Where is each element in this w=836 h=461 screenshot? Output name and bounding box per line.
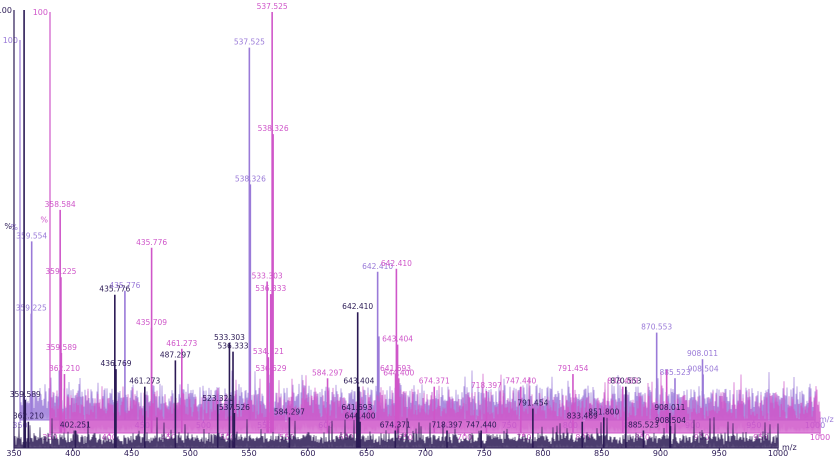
peak-label-front-8: 523.321 [202, 394, 233, 403]
series-front: 100% 359.589 362.210 402.251 435.776 436.769 4… [0, 6, 797, 458]
peak-label-front-21: 833.469 [567, 412, 598, 421]
x-tick-label-middle-1: 400 [102, 433, 117, 442]
peak-label-front-7: 487.297 [160, 350, 191, 359]
peak-label-back-4: 537.525 [234, 38, 265, 47]
peak-label-back-9: 908.011 [687, 349, 718, 358]
peak-label-front-14: 643.404 [343, 377, 374, 386]
peak-label-back-3: 435.776 [109, 281, 140, 290]
x-tick-label-front-6: 650 [359, 449, 374, 458]
peak-label-middle-18: 674.371 [419, 377, 450, 386]
peak-label-middle-19: 718.397 [471, 381, 502, 390]
peak-label-middle-16: 641.693 [380, 364, 411, 373]
peak-label-front-1: 359.589 [10, 390, 41, 399]
peak-label-front-17: 674.371 [380, 420, 411, 429]
peak-label-back-8: 870.553 [641, 323, 672, 332]
x-tick-label-middle-13: 1000 [810, 433, 830, 442]
peak-label-middle-10: 536.333 [255, 284, 286, 293]
peak-label-middle-2: 359.589 [46, 343, 77, 352]
peak-label-back-11: 885.523 [659, 368, 690, 377]
x-tick-label-front-10: 850 [594, 449, 609, 458]
x-tick-label-front-11: 900 [653, 449, 668, 458]
peak-label-middle-7: 537.525 [257, 2, 288, 11]
x-tick-label-middle-7: 700 [457, 433, 472, 442]
peak-label-middle-15: 643.404 [382, 335, 413, 344]
peak-label-middle-4: 435.776 [136, 238, 167, 247]
peak-label-middle-11: 534.321 [253, 347, 284, 356]
peak-label-front-18: 718.397 [432, 420, 463, 429]
peak-label-front-16: 644.400 [345, 412, 376, 421]
peak-label-front-2: 362.210 [13, 412, 44, 421]
peak-label-middle-3: 362.210 [49, 364, 80, 373]
peak-label-front-10: 536.333 [218, 342, 249, 351]
series-back: 100% 359.554 359.225 435.776 537.525 538.326 6… [3, 36, 834, 430]
peak-label-middle-14: 642.410 [381, 259, 412, 268]
peak-label-front-12: 584.297 [274, 407, 305, 416]
x-tick-label-front-3: 500 [183, 449, 198, 458]
peak-label-middle-5: 435.709 [136, 318, 167, 327]
x-tick-label-middle-4: 550 [279, 433, 294, 442]
series-middle: 100%358.584359.225359.589362.210435.7764… [33, 2, 830, 442]
peak-label-middle-6: 461.273 [166, 339, 197, 348]
peak-label-front-11: 537.526 [219, 403, 250, 412]
peak-label-front-19: 747.440 [466, 420, 497, 429]
y-max-label-front: 100 [0, 6, 12, 15]
peak-label-front-24: 885.523 [628, 420, 659, 429]
peak-label-middle-20: 747.440 [505, 377, 536, 386]
x-tick-label-front-13: 1000 [768, 449, 788, 458]
peak-label-front-22: 851.800 [588, 407, 619, 416]
y-max-label-middle: 100 [33, 8, 48, 17]
y-unit-label-front: % [4, 222, 12, 231]
peak-label-front-26: 908.504 [655, 416, 686, 425]
x-tick-label-front-4: 550 [241, 449, 256, 458]
x-tick-label-front-5: 600 [300, 449, 315, 458]
peak-label-back-0: 359.554 [16, 231, 47, 240]
peak-label-back-10: 908.504 [688, 364, 719, 373]
peak-label-front-3: 402.251 [60, 420, 91, 429]
x-tick-label-front-1: 400 [65, 449, 80, 458]
x-tick-label-front-0: 350 [6, 449, 21, 458]
x-axis-label-front: m/z [782, 443, 797, 452]
x-tick-label-front-8: 750 [477, 449, 492, 458]
x-axis-label-back: m/z [819, 415, 834, 424]
peak-label-back-6: 642.410 [362, 262, 393, 271]
peak-label-middle-12: 536.529 [255, 364, 286, 373]
x-tick-label-middle-3: 500 [220, 433, 235, 442]
x-tick-label-middle-10: 850 [635, 433, 650, 442]
y-max-label-back: 100 [3, 36, 18, 45]
peak-label-front-23: 870.553 [610, 377, 641, 386]
peak-label-front-25: 908.011 [654, 403, 685, 412]
peak-label-back-1: 359.225 [16, 304, 47, 313]
x-tick-label-middle-12: 950 [753, 433, 768, 442]
peak-label-back-5: 538.326 [235, 174, 266, 183]
peak-label-middle-21: 791.454 [557, 364, 588, 373]
peak-label-middle-8: 538.326 [258, 124, 289, 133]
peak-label-middle-13: 584.297 [312, 368, 343, 377]
x-tick-label-middle-8: 750 [516, 433, 531, 442]
peak-label-front-20: 791.454 [517, 399, 548, 408]
peak-label-middle-22: 833.469 [607, 377, 638, 386]
peak-label-middle-17: 644.400 [383, 368, 414, 377]
peak-label-front-15: 641.693 [341, 403, 372, 412]
x-tick-label-front-2: 450 [124, 449, 139, 458]
x-tick-label-back-0: 350 [12, 421, 27, 430]
peak-label-front-9: 533.303 [214, 333, 245, 342]
peak-label-middle-0: 358.584 [45, 200, 76, 209]
peak-label-front-13: 642.410 [342, 302, 373, 311]
x-tick-label-front-9: 800 [535, 449, 550, 458]
x-tick-label-front-12: 950 [712, 449, 727, 458]
x-tick-label-middle-0: 350 [42, 433, 57, 442]
peak-label-front-5: 436.769 [100, 359, 131, 368]
x-tick-label-front-7: 700 [418, 449, 433, 458]
x-tick-label-middle-6: 650 [398, 433, 413, 442]
peak-label-middle-1: 359.225 [45, 267, 76, 276]
peak-label-front-6: 461.273 [129, 377, 160, 386]
peak-label-middle-9: 533.303 [252, 271, 283, 280]
peak-label-front-4: 435.776 [99, 285, 130, 294]
x-tick-label-middle-2: 450 [161, 433, 176, 442]
y-unit-label-middle: % [40, 216, 48, 225]
